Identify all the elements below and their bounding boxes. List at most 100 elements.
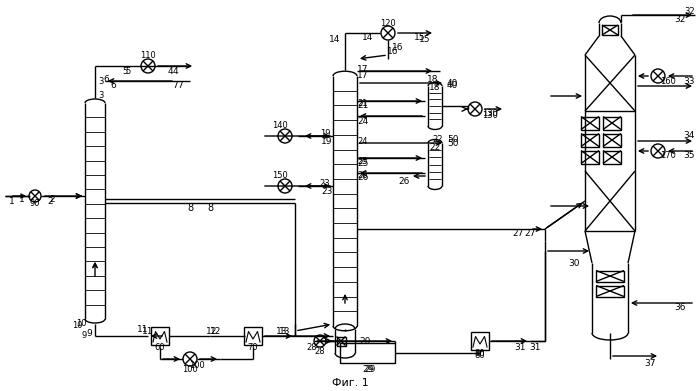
Text: 36: 36 <box>674 303 686 312</box>
Text: 17: 17 <box>357 65 369 74</box>
Text: 80: 80 <box>475 350 485 359</box>
Bar <box>603 133 621 147</box>
Text: 7: 7 <box>172 81 178 90</box>
Text: 6: 6 <box>110 81 116 90</box>
Bar <box>603 151 621 163</box>
Text: 21: 21 <box>358 99 368 108</box>
Text: 4: 4 <box>167 66 173 75</box>
Text: 3: 3 <box>98 91 104 100</box>
Text: 110: 110 <box>140 52 156 61</box>
Text: 27: 27 <box>512 230 524 239</box>
Text: 28: 28 <box>307 343 317 352</box>
Bar <box>596 285 624 296</box>
Text: 50: 50 <box>447 136 458 145</box>
Text: 18: 18 <box>429 84 441 93</box>
Text: 100: 100 <box>189 361 205 369</box>
Text: 6: 6 <box>103 75 108 84</box>
Text: 22: 22 <box>433 135 443 143</box>
Text: 50: 50 <box>447 138 458 147</box>
Text: 32: 32 <box>685 7 695 16</box>
Bar <box>596 271 624 282</box>
Text: 30: 30 <box>568 258 580 267</box>
Text: 29: 29 <box>364 364 376 373</box>
Text: 140: 140 <box>272 122 288 131</box>
Text: 35: 35 <box>683 151 695 160</box>
Text: 11: 11 <box>136 325 148 334</box>
Text: 7: 7 <box>177 81 183 90</box>
Text: 5: 5 <box>122 66 127 75</box>
Text: 8: 8 <box>207 203 213 213</box>
Text: Фиг. 1: Фиг. 1 <box>332 378 368 388</box>
Text: 90: 90 <box>29 199 41 208</box>
Text: 23: 23 <box>321 187 332 196</box>
Bar <box>340 343 395 363</box>
Text: 150: 150 <box>272 172 288 181</box>
Text: 160: 160 <box>660 77 676 86</box>
Text: 130: 130 <box>482 108 498 118</box>
Text: 26: 26 <box>357 174 369 183</box>
Text: 12: 12 <box>206 326 218 335</box>
Text: 24: 24 <box>358 117 369 126</box>
Text: 16: 16 <box>387 47 399 56</box>
Text: 22: 22 <box>429 143 440 152</box>
Text: 25: 25 <box>357 158 369 167</box>
Bar <box>603 117 621 129</box>
Bar <box>581 117 599 129</box>
Text: 19: 19 <box>321 136 332 145</box>
Text: 5: 5 <box>125 66 131 75</box>
Text: 4: 4 <box>172 66 178 75</box>
Text: 10: 10 <box>76 319 87 328</box>
Bar <box>581 151 599 163</box>
Text: 2: 2 <box>47 197 52 206</box>
Text: 15: 15 <box>419 34 430 43</box>
Text: 15: 15 <box>414 34 426 43</box>
Text: 20: 20 <box>359 337 370 346</box>
Bar <box>602 25 618 35</box>
Bar <box>151 327 169 345</box>
Text: 23: 23 <box>320 179 330 188</box>
Bar <box>244 327 262 345</box>
Text: 26: 26 <box>398 176 410 185</box>
Text: 10: 10 <box>73 321 83 330</box>
Text: 32: 32 <box>674 16 686 25</box>
Text: 40: 40 <box>447 81 458 90</box>
Text: 1: 1 <box>9 197 15 206</box>
Text: 120: 120 <box>380 18 396 27</box>
Text: 33: 33 <box>683 77 695 86</box>
Text: 34: 34 <box>684 131 695 140</box>
Text: 14: 14 <box>329 34 341 43</box>
Text: 70: 70 <box>248 344 258 353</box>
Text: 100: 100 <box>182 364 198 373</box>
Text: 21: 21 <box>357 102 369 111</box>
Text: 17: 17 <box>357 72 369 81</box>
Text: 1: 1 <box>19 196 25 204</box>
Text: 60: 60 <box>155 344 165 353</box>
Text: 80: 80 <box>475 348 485 357</box>
Text: 37: 37 <box>644 359 656 368</box>
Text: 3: 3 <box>98 77 104 86</box>
Text: 11: 11 <box>142 326 154 335</box>
Text: 9: 9 <box>86 328 92 337</box>
Text: 26: 26 <box>358 172 368 181</box>
Text: 19: 19 <box>320 129 330 138</box>
Text: 27: 27 <box>524 230 536 239</box>
Bar <box>581 133 599 147</box>
Text: 29: 29 <box>363 364 374 373</box>
Text: 9: 9 <box>82 332 87 341</box>
Text: 170: 170 <box>660 151 676 160</box>
Text: 31: 31 <box>514 343 526 352</box>
Text: 130: 130 <box>482 111 498 120</box>
Text: 8: 8 <box>187 203 193 213</box>
Bar <box>471 332 489 350</box>
Text: 16: 16 <box>392 43 403 52</box>
Text: 12: 12 <box>210 326 221 335</box>
Text: 14: 14 <box>363 34 374 43</box>
Text: 13: 13 <box>276 326 287 335</box>
Text: 40: 40 <box>447 79 458 88</box>
Text: 2: 2 <box>49 196 55 204</box>
Text: 13: 13 <box>279 326 290 335</box>
Text: 18: 18 <box>426 75 438 84</box>
Text: 25: 25 <box>358 156 368 165</box>
Text: 24: 24 <box>358 136 368 145</box>
Bar <box>337 337 346 346</box>
